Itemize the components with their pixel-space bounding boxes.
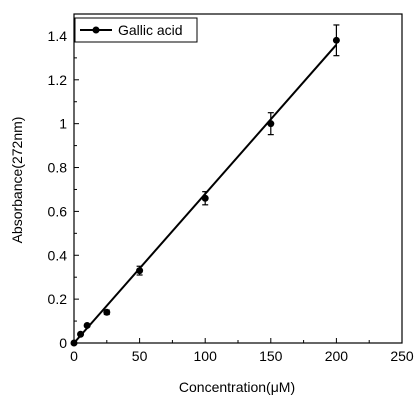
- x-tick-label: 250: [390, 348, 414, 364]
- x-tick-label: 150: [259, 348, 283, 364]
- data-point: [70, 339, 78, 347]
- data-point: [77, 330, 85, 338]
- y-tick-label: 0.4: [48, 247, 68, 263]
- y-tick-label: 1: [59, 116, 67, 132]
- y-tick-label: 0: [59, 335, 67, 351]
- data-point: [201, 194, 209, 202]
- y-tick-label: 0.8: [48, 160, 68, 176]
- plot-frame: [73, 13, 403, 344]
- data-point: [332, 36, 340, 44]
- legend: Gallic acid: [74, 17, 198, 43]
- x-axis-title: Concentration(μM): [179, 379, 295, 395]
- data-point: [267, 120, 275, 128]
- x-tick-label: 50: [132, 348, 148, 364]
- y-axis-title: Absorbance(272nm): [9, 117, 25, 244]
- x-tick-label: 100: [194, 348, 218, 364]
- data-point: [83, 321, 91, 329]
- data-point: [103, 308, 111, 316]
- legend-label: Gallic acid: [118, 22, 183, 38]
- y-tick-label: 0.2: [48, 291, 68, 307]
- x-tick-label: 0: [70, 348, 78, 364]
- y-tick-label: 1.4: [48, 28, 68, 44]
- y-tick-label: 1.2: [48, 72, 68, 88]
- y-tick-label: 0.6: [48, 203, 68, 219]
- x-tick-label: 200: [325, 348, 349, 364]
- legend-marker: [92, 26, 100, 34]
- data-point: [136, 267, 144, 275]
